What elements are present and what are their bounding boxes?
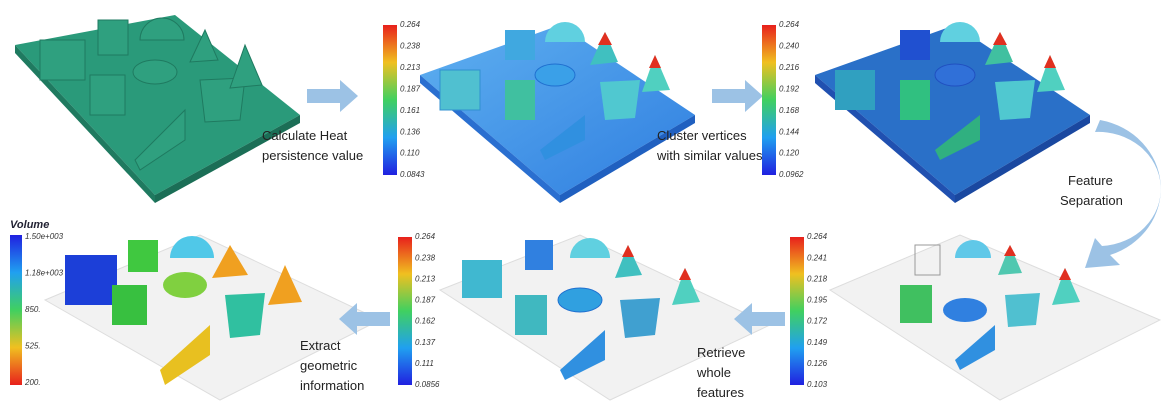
colorbar-tick-label: 0.120 [779,149,800,158]
colorbar-tick-label: 850. [25,305,41,314]
arrow [307,80,358,112]
colorbar-tick-label: 0.187 [415,296,436,305]
volume-panel [43,234,382,401]
colorbar-tick-label: 0.264 [400,20,421,29]
step-label: Feature [1068,173,1113,188]
arrow [712,80,763,112]
colorbar-tick-label: 0.241 [807,253,827,262]
colorbar-tick-label: 0.103 [807,380,828,389]
step-label: Retrieve [697,345,745,360]
colorbar [790,237,804,385]
colorbar-tick-label: 0.216 [779,63,800,72]
colorbar-tick-label: 0.110 [400,149,420,158]
step-label: features [697,385,744,400]
colorbar-tick-label: 0.144 [779,127,800,136]
colorbars: 0.264 0.238 0.213 0.187 0.161 0.136 0.110 0.084… [10,20,828,389]
colorbar-tick-label: 0.213 [415,274,436,283]
cluster-panel [815,22,1090,203]
colorbar-tick-label: 0.136 [400,127,421,136]
step-label: Calculate Heat [262,128,348,143]
colorbar-tick-label: 0.192 [779,84,800,93]
colorbar-tick-label: 0.0856 [415,380,440,389]
step-label: Separation [1060,193,1123,208]
arrow [1085,120,1161,268]
colorbar-tick-label: 0.264 [415,232,436,241]
colorbar-tick-label: 0.238 [415,253,436,262]
colorbar [398,237,412,385]
colorbar-tick-label: 0.240 [779,42,800,51]
step-label: whole [696,365,731,380]
colorbar-tick-label: 0.161 [400,106,420,115]
colorbar-tick-label: 0.168 [779,106,800,115]
colorbar-tick-label: 200. [24,378,41,387]
colorbar-tick-label: 0.238 [400,42,421,51]
colorbar-tick-label: 0.264 [779,20,800,29]
step-label: information [300,378,364,393]
whole-panel [438,234,772,401]
colorbar [383,25,397,175]
colorbar [10,235,22,385]
colorbar [762,25,776,175]
arrow [339,303,390,335]
step-labels: Calculate Heat persistence value Cluster v… [262,128,1123,400]
step-label: persistence value [262,148,363,163]
colorbar-tick-label: 0.0962 [779,170,804,179]
colorbar-tick-label: 0.137 [415,338,436,347]
colorbar-tick-label: 0.149 [807,338,828,347]
legend-title: Volume [10,219,49,231]
colorbar-tick-label: 1.50e+003 [25,232,64,241]
colorbar-tick-label: 0.213 [400,63,421,72]
colorbar-tick-label: 0.195 [807,296,828,305]
colorbar-tick-label: 0.126 [807,359,828,368]
separated-panel [828,234,1161,401]
colorbar-tick-label: 0.218 [807,274,828,283]
arrows [307,80,1161,335]
model-panel [15,15,300,203]
colorbar-tick-label: 0.111 [415,359,434,368]
step-label: with similar values [656,148,763,163]
arrow [734,303,785,335]
colorbar-tick-label: 1.18e+003 [25,269,64,278]
step-label: geometric [300,358,358,373]
colorbar-tick-label: 0.264 [807,232,828,241]
step-label: Cluster vertices [657,128,747,143]
heat-panel [420,22,695,203]
colorbar-tick-label: 0.187 [400,84,421,93]
colorbar-tick-label: 525. [25,342,41,351]
colorbar-tick-label: 0.0843 [400,170,425,179]
step-label: Extract [300,338,341,353]
colorbar-tick-label: 0.162 [415,317,436,326]
colorbar-tick-label: 0.172 [807,317,828,326]
